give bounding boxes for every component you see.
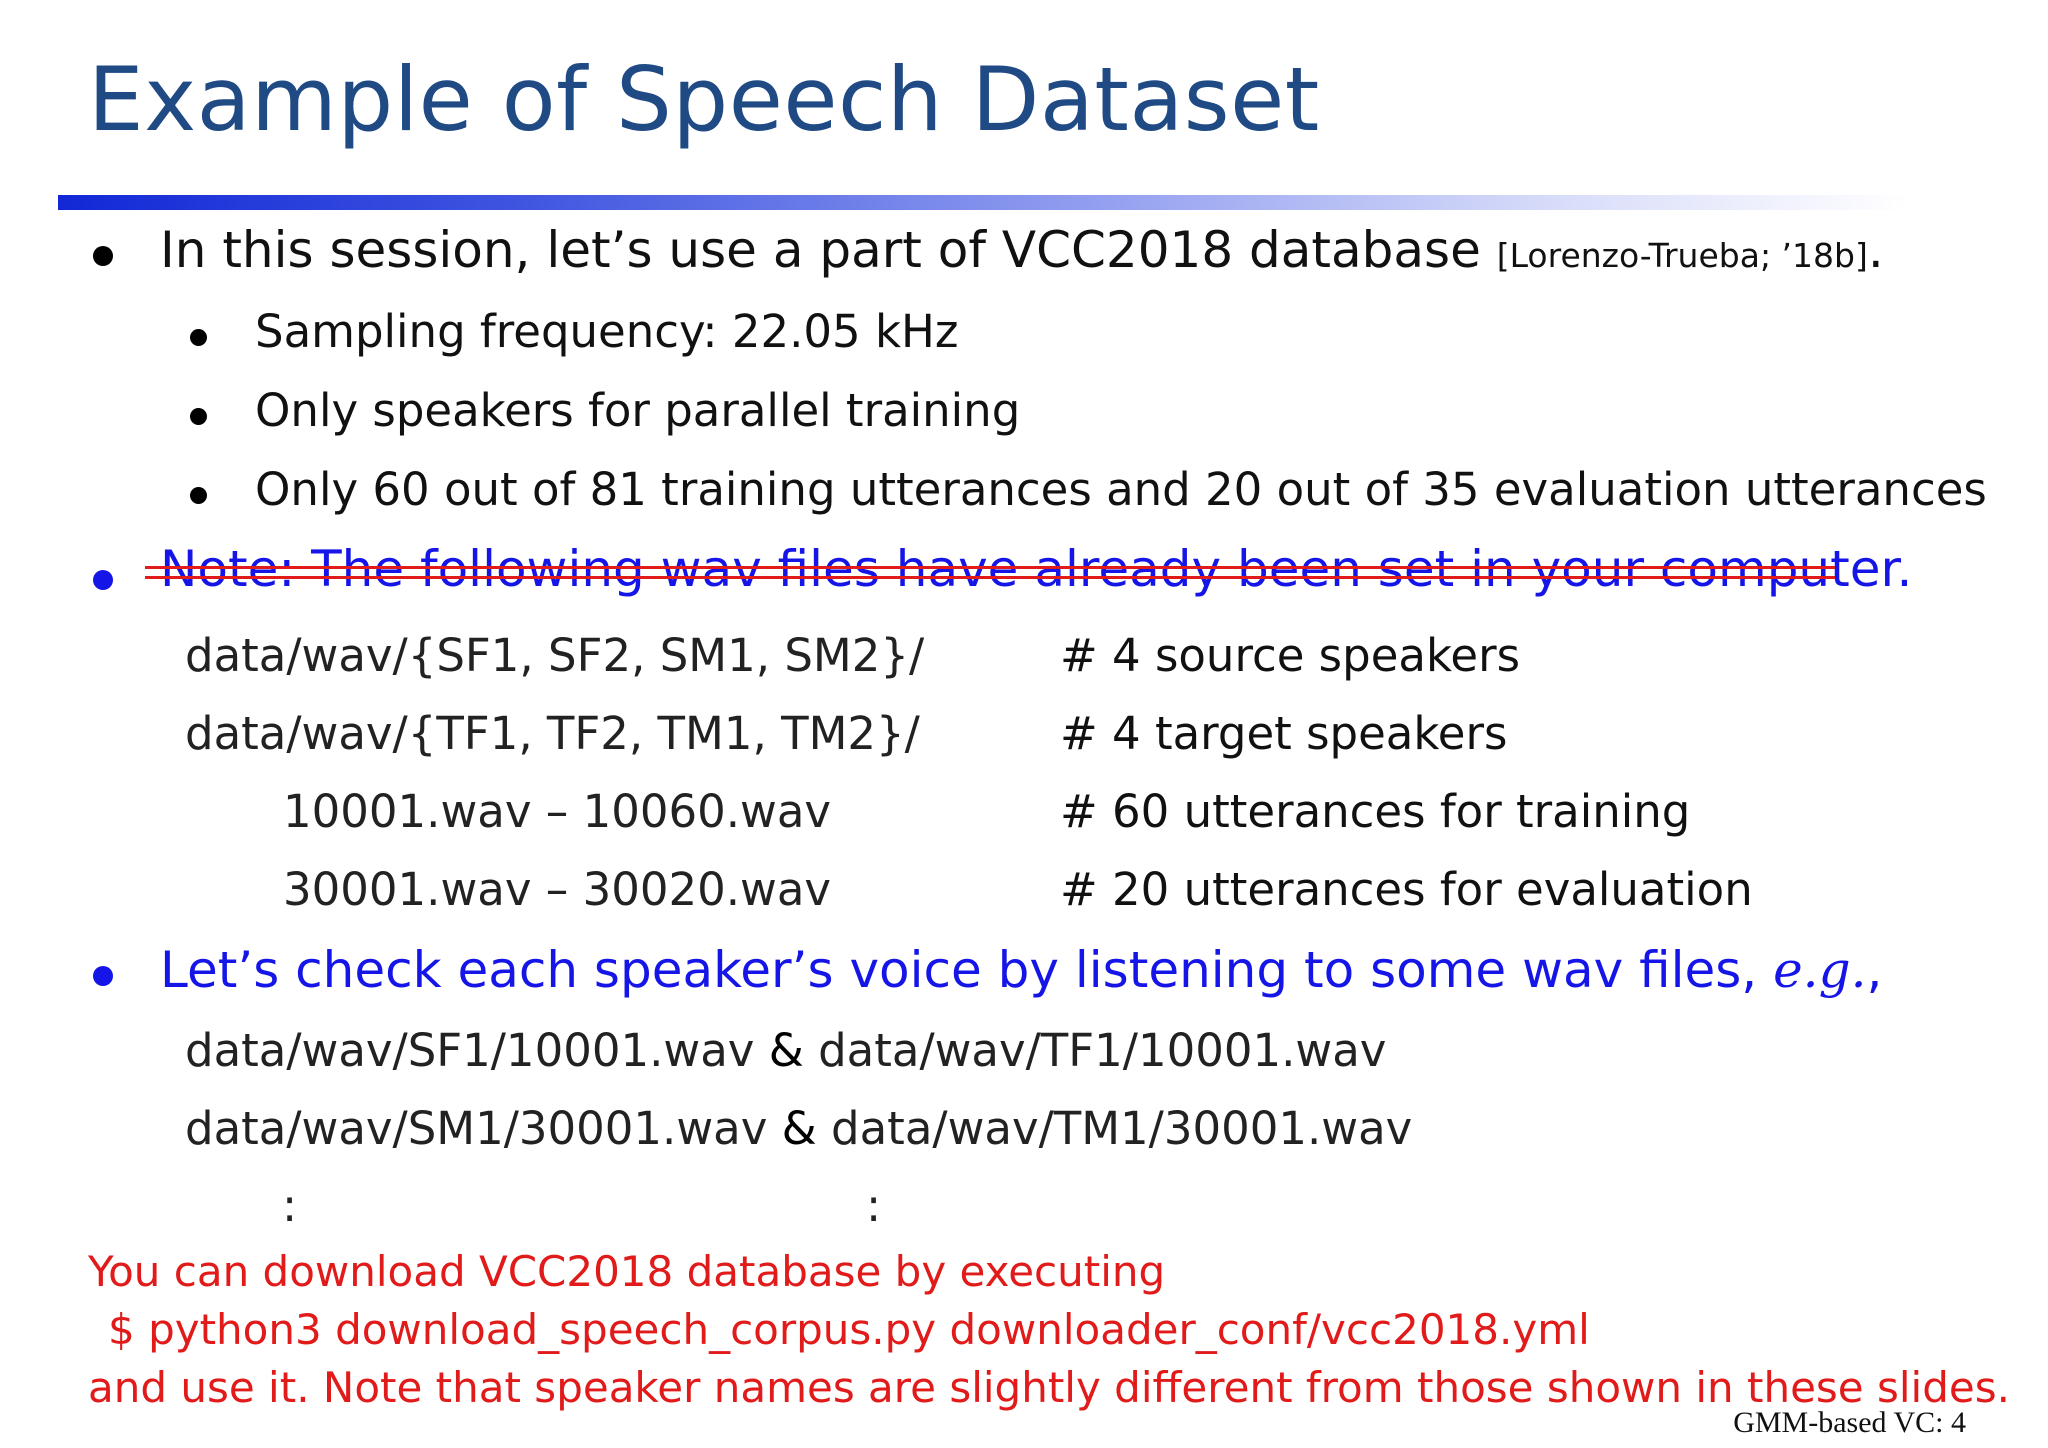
title-underline-rule (58, 195, 1908, 210)
sub-bullet-utterances: Only 60 out of 81 training utterances an… (255, 463, 1987, 516)
file-path-source: data/wav/{SF1, SF2, SM1, SM2}/ (185, 629, 925, 682)
example-source-path: data/wav/SM1/30001.wav (185, 1102, 768, 1155)
download-note-line3: and use it. Note that speaker names are … (88, 1363, 2010, 1412)
bullet-dot (93, 246, 113, 266)
check-bullet-text: Let’s check each speaker’s voice by list… (160, 941, 1883, 1000)
example-ampersand: & (754, 1024, 819, 1077)
intro-end: . (1867, 221, 1884, 279)
strike-line-upper (145, 566, 1835, 569)
example-pair-2: data/wav/SM1/30001.wav & data/wav/TM1/30… (185, 1103, 1412, 1155)
intro-text: In this session, let’s use a part of VCC… (160, 221, 1497, 279)
ellipsis-right: : (866, 1179, 882, 1232)
sub-bullet-dot (190, 408, 207, 425)
slide-title: Example of Speech Dataset (88, 48, 1320, 151)
slide-footer: GMM-based VC: 4 (1733, 1406, 1966, 1439)
download-note-line1: You can download VCC2018 database by exe… (88, 1247, 1166, 1296)
file-comment-target: # 4 target speakers (1060, 707, 1508, 760)
sub-bullet-sampling: Sampling frequency: 22.05 kHz (255, 305, 959, 358)
file-path-target: data/wav/{TF1, TF2, TM1, TM2}/ (185, 707, 920, 760)
check-text: Let’s check each speaker’s voice by list… (160, 941, 1774, 999)
file-comment-source: # 4 source speakers (1060, 629, 1521, 682)
sub-bullet-speakers: Only speakers for parallel training (255, 384, 1021, 437)
file-range-evaluation: 30001.wav – 30020.wav (283, 863, 832, 916)
download-command: $ python3 download_speech_corpus.py down… (108, 1305, 1590, 1354)
sub-bullet-dot (190, 487, 207, 504)
sub-bullet-dot (190, 329, 207, 346)
check-bullet-dot (93, 966, 113, 986)
check-eg: e.g. (1773, 941, 1867, 999)
example-source-path: data/wav/SF1/10001.wav (185, 1024, 755, 1077)
note-text: Note: The following wav files have alrea… (160, 540, 1913, 598)
intro-reference: [Lorenzo-Trueba; ’18b] (1496, 236, 1868, 275)
example-target-path: data/wav/TM1/30001.wav (831, 1102, 1413, 1155)
note-bullet-dot (93, 570, 113, 590)
strike-line-lower (145, 576, 1835, 579)
ellipsis-left: : (282, 1179, 298, 1232)
example-target-path: data/wav/TF1/10001.wav (818, 1024, 1387, 1077)
intro-bullet-text: In this session, let’s use a part of VCC… (160, 221, 1884, 280)
example-ampersand: & (767, 1102, 832, 1155)
check-end: , (1866, 941, 1883, 999)
example-pair-1: data/wav/SF1/10001.wav & data/wav/TF1/10… (185, 1025, 1386, 1077)
file-range-training: 10001.wav – 10060.wav (283, 785, 832, 838)
file-comment-evaluation: # 20 utterances for evaluation (1060, 863, 1753, 916)
note-strikethrough: Note: The following wav files have alrea… (145, 540, 1912, 600)
file-comment-training: # 60 utterances for training (1060, 785, 1691, 838)
